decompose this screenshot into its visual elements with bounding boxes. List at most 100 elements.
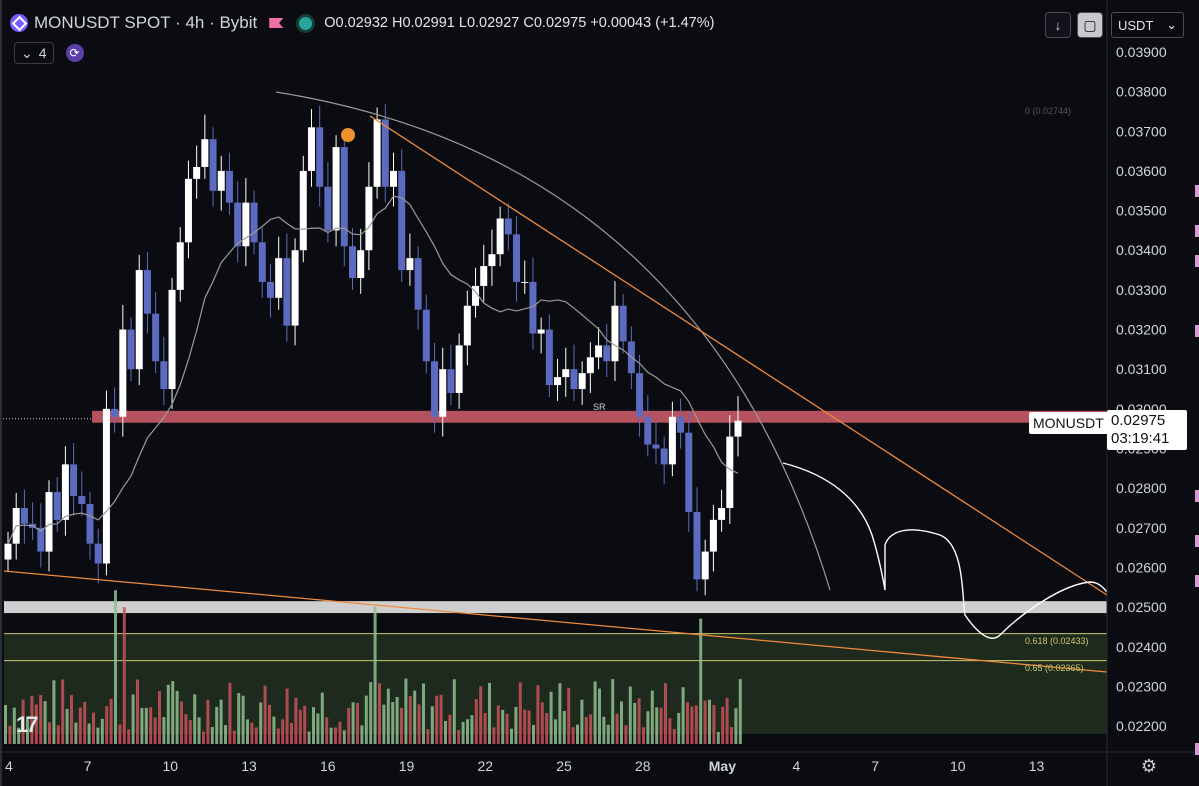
- refresh-icon[interactable]: ⟳: [65, 44, 84, 62]
- volume-bar: [184, 714, 188, 744]
- candle-body: [250, 202, 258, 243]
- candle-body: [677, 416, 685, 433]
- candle-body: [102, 408, 110, 564]
- volume-bar: [474, 699, 478, 744]
- candle-body: [595, 345, 603, 358]
- fib-0-label: 0 (0.02744): [1025, 106, 1071, 116]
- candle-body: [217, 170, 225, 191]
- volume-bar: [303, 705, 307, 744]
- volume-bar: [650, 690, 654, 744]
- settings-gear-icon[interactable]: ⚙: [1140, 756, 1158, 776]
- y-tick-label: 0.03900: [1116, 44, 1167, 60]
- projection-path: [782, 462, 1108, 639]
- candle-body: [135, 270, 143, 370]
- candle-body: [447, 369, 455, 393]
- price-label-price: 0.02975: [1111, 412, 1166, 429]
- volume-bar: [452, 679, 456, 744]
- volume-bar: [430, 706, 434, 744]
- x-tick-label: 25: [556, 758, 572, 774]
- candle-body: [480, 266, 488, 286]
- candle-body: [373, 119, 381, 187]
- volume-bar: [21, 699, 25, 744]
- candle-body: [225, 170, 233, 203]
- candle-body: [693, 511, 701, 580]
- volume-bar: [197, 717, 201, 744]
- volume-bar: [206, 699, 210, 744]
- volume-bar: [483, 713, 487, 744]
- volume-bar: [602, 716, 606, 744]
- y-tick-label: 0.02400: [1116, 639, 1167, 655]
- chevron-down-icon: ⌄: [21, 44, 33, 61]
- volume-bar: [61, 679, 65, 744]
- volume-bar: [83, 701, 87, 744]
- candle-body: [307, 127, 315, 171]
- candle-body: [258, 242, 266, 282]
- candle-body: [299, 170, 307, 251]
- volume-bar: [8, 725, 12, 744]
- y-tick-label: 0.03800: [1116, 84, 1167, 100]
- candle-body: [390, 170, 398, 187]
- volume-bar: [712, 704, 716, 744]
- volume-bar: [4, 705, 7, 744]
- volume-bar: [316, 713, 320, 744]
- price-alert-marker: [1195, 575, 1199, 587]
- volume-bar: [457, 730, 461, 744]
- candle-body: [348, 246, 356, 278]
- volume-bar: [92, 712, 95, 744]
- y-tick-label: 0.03600: [1116, 163, 1167, 179]
- candle-body: [316, 127, 324, 187]
- volume-bar: [34, 704, 38, 744]
- candle-body: [45, 492, 53, 552]
- symbol-title[interactable]: MONUSDT SPOT · 4h · Bybit: [34, 13, 258, 32]
- candle-body: [472, 285, 480, 306]
- candle-body: [37, 527, 45, 552]
- volume-bar: [246, 719, 249, 744]
- candle-body: [234, 202, 242, 247]
- flag-icon[interactable]: [269, 18, 284, 28]
- volume-bar: [730, 727, 733, 744]
- price-alert-marker: [1195, 185, 1199, 197]
- volume-bar: [378, 683, 381, 744]
- candle-body: [357, 250, 365, 278]
- volume-bar: [290, 722, 293, 744]
- volume-bar: [435, 695, 439, 744]
- volume-bar: [219, 699, 223, 744]
- volume-bar: [637, 698, 641, 744]
- candle-body: [586, 357, 594, 374]
- volume-bar: [558, 683, 562, 744]
- market-status-icon[interactable]: [299, 16, 313, 30]
- y-tick-label: 0.02600: [1116, 559, 1167, 575]
- currency-value: USDT: [1118, 17, 1154, 33]
- fib-618-label: 0.618 (0.02433): [1025, 636, 1089, 646]
- candle-body: [209, 139, 217, 191]
- candle-body: [431, 361, 439, 417]
- indicators-toggle[interactable]: ⌄ 4: [14, 42, 54, 64]
- price-alert-marker: [1195, 490, 1199, 502]
- price-alert-marker: [1195, 535, 1199, 547]
- currency-select[interactable]: USDT ⌄: [1111, 12, 1184, 38]
- volume-bar: [166, 684, 170, 744]
- volume-bar: [329, 727, 333, 744]
- volume-bar: [571, 727, 575, 744]
- candle-body: [324, 186, 332, 231]
- download-button[interactable]: ↓: [1045, 12, 1071, 38]
- candle-body: [611, 305, 619, 362]
- volume-bar: [30, 695, 34, 744]
- volume-bar: [39, 695, 43, 744]
- volume-bar: [144, 707, 148, 744]
- volume-bar: [655, 707, 659, 744]
- volume-bar: [114, 590, 117, 744]
- y-tick-label: 0.02200: [1116, 718, 1167, 734]
- volume-bar: [386, 688, 390, 744]
- layout-button[interactable]: ▢: [1077, 12, 1103, 38]
- price-label-symbol: MONUSDT: [1029, 412, 1108, 434]
- volume-bar: [703, 700, 707, 744]
- volume-bar: [180, 701, 183, 744]
- x-tick-label: 7: [871, 758, 879, 774]
- candle-body: [381, 119, 389, 187]
- candle-body: [398, 170, 406, 271]
- candle-body: [160, 361, 168, 390]
- candle-body: [652, 444, 660, 449]
- y-tick-label: 0.02300: [1116, 678, 1167, 694]
